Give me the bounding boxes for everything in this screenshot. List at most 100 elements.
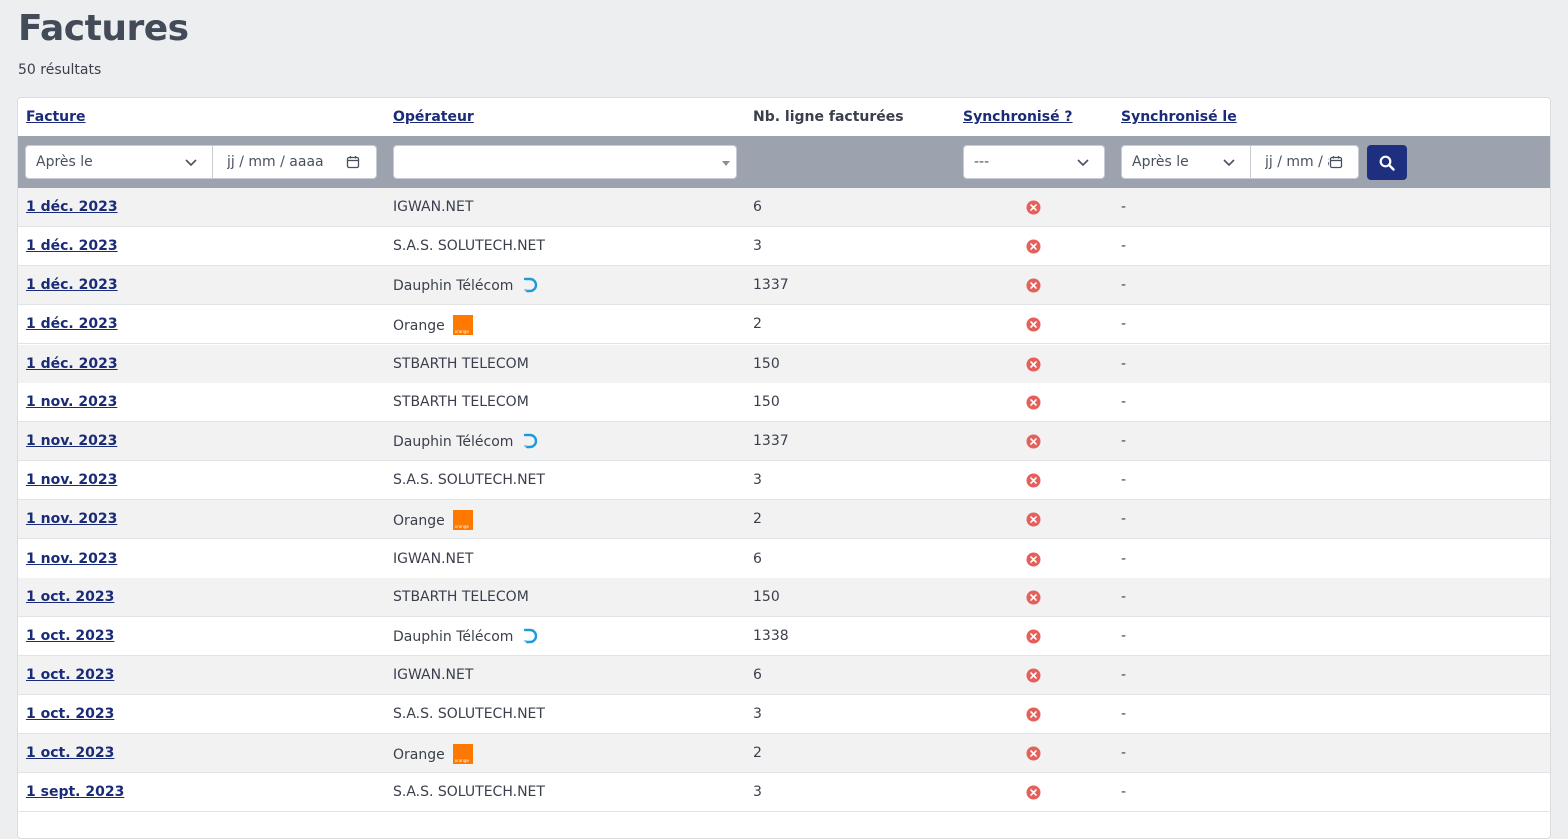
nb-lignes-cell: 3 [753, 706, 762, 722]
search-button[interactable] [1367, 145, 1407, 180]
table-row: 1 oct. 2023 Dauphin Télécom 1338 - [18, 617, 1550, 656]
chevron-down-icon [185, 159, 197, 167]
invoices-table: Facture Opérateur Nb. ligne facturées Sy… [17, 97, 1551, 839]
table-row: 1 déc. 2023 IGWAN.NET 6 - [18, 188, 1550, 227]
table-row: 1 nov. 2023 IGWAN.NET 6 - [18, 540, 1550, 579]
synchronise-le-cell: - [1121, 511, 1127, 527]
invoice-date-link[interactable]: 1 oct. 2023 [26, 706, 115, 722]
not-synced-icon [1026, 395, 1041, 410]
operateur-name: Orange [393, 318, 445, 334]
nb-lignes-cell: 6 [753, 667, 762, 683]
synchronise-le-cell: - [1121, 277, 1127, 293]
nb-lignes-cell: 1337 [753, 277, 789, 293]
operateur-name: IGWAN.NET [393, 551, 474, 567]
not-synced-icon [1026, 239, 1041, 254]
caret-down-icon [722, 161, 730, 166]
nb-lignes-cell: 2 [753, 745, 762, 761]
operateur-name: S.A.S. SOLUTECH.NET [393, 472, 545, 488]
nb-lignes-cell: 2 [753, 316, 762, 332]
invoices-page: Factures 50 résultats Facture Opérateur … [17, 8, 1551, 839]
invoice-date-link[interactable]: 1 oct. 2023 [26, 667, 115, 683]
not-synced-icon [1026, 746, 1041, 761]
operateur-cell: S.A.S. SOLUTECH.NET [393, 784, 545, 800]
not-synced-icon [1026, 434, 1041, 449]
nb-lignes-header: Nb. ligne facturées [753, 109, 904, 125]
operateur-name: Dauphin Télécom [393, 629, 514, 645]
sort-facture-header[interactable]: Facture [26, 109, 86, 125]
nb-lignes-cell: 150 [753, 394, 780, 410]
nb-lignes-cell: 150 [753, 356, 780, 372]
not-synced-icon [1026, 473, 1041, 488]
synchronise-le-date-input[interactable]: jj / mm / aaaa [1250, 145, 1359, 179]
table-row: 1 nov. 2023 S.A.S. SOLUTECH.NET 3 - [18, 461, 1550, 500]
invoice-date-link[interactable]: 1 nov. 2023 [26, 394, 118, 410]
nb-lignes-cell: 1337 [753, 433, 789, 449]
invoice-date-link[interactable]: 1 déc. 2023 [26, 277, 118, 293]
sort-operateur-header[interactable]: Opérateur [393, 109, 474, 125]
synchronise-le-mode-select[interactable]: Après le [1121, 145, 1251, 179]
search-icon [1379, 155, 1395, 171]
table-row: 1 oct. 2023 IGWAN.NET 6 - [18, 656, 1550, 695]
synchronise-le-cell: - [1121, 551, 1127, 567]
invoice-date-link[interactable]: 1 oct. 2023 [26, 589, 115, 605]
invoice-date-link[interactable]: 1 oct. 2023 [26, 628, 115, 644]
filter-bar: Après le jj / mm / aaaa --- Après le jj … [18, 136, 1550, 188]
nb-lignes-cell: 6 [753, 199, 762, 215]
invoice-date-link[interactable]: 1 déc. 2023 [26, 199, 118, 215]
not-synced-icon [1026, 512, 1041, 527]
operateur-cell: Orange orange [393, 510, 473, 531]
sort-synchronise-header[interactable]: Synchronisé ? [963, 109, 1073, 125]
invoice-date-link[interactable]: 1 déc. 2023 [26, 238, 118, 254]
not-synced-icon [1026, 357, 1041, 372]
operateur-name: S.A.S. SOLUTECH.NET [393, 238, 545, 254]
nb-lignes-cell: 3 [753, 472, 762, 488]
nb-lignes-cell: 3 [753, 238, 762, 254]
chevron-down-icon [1077, 159, 1089, 167]
operateur-name: STBARTH TELECOM [393, 394, 529, 410]
orange-logo-icon: orange [452, 315, 473, 335]
synchronise-le-cell: - [1121, 784, 1127, 800]
operateur-name: Orange [393, 513, 445, 529]
orange-logo-icon: orange [452, 744, 473, 764]
table-row: 1 sept. 2023 S.A.S. SOLUTECH.NET 3 - [18, 773, 1550, 812]
not-synced-icon [1026, 200, 1041, 215]
synchronise-le-cell: - [1121, 472, 1127, 488]
sort-synchronise-le-header[interactable]: Synchronisé le [1121, 109, 1237, 125]
facture-date-input[interactable]: jj / mm / aaaa [212, 145, 377, 179]
operateur-cell: Dauphin Télécom [393, 628, 539, 646]
not-synced-icon [1026, 317, 1041, 332]
invoice-date-link[interactable]: 1 oct. 2023 [26, 745, 115, 761]
orange-logo-icon: orange [452, 510, 473, 530]
operateur-cell: STBARTH TELECOM [393, 589, 529, 605]
table-row: 1 déc. 2023 Dauphin Télécom 1337 - [18, 266, 1550, 305]
synchronise-le-cell: - [1121, 667, 1127, 683]
facture-mode-select[interactable]: Après le [25, 145, 213, 179]
table-header: Facture Opérateur Nb. ligne facturées Sy… [18, 98, 1550, 136]
dauphin-logo-icon [524, 628, 538, 644]
invoice-date-link[interactable]: 1 nov. 2023 [26, 433, 118, 449]
invoice-date-link[interactable]: 1 déc. 2023 [26, 356, 118, 372]
operateur-name: Orange [393, 747, 445, 763]
operateur-cell: S.A.S. SOLUTECH.NET [393, 706, 545, 722]
synchronise-le-cell: - [1121, 394, 1127, 410]
invoice-date-link[interactable]: 1 nov. 2023 [26, 511, 118, 527]
operateur-name: IGWAN.NET [393, 667, 474, 683]
invoice-date-link[interactable]: 1 sept. 2023 [26, 784, 125, 800]
operateur-select[interactable] [393, 145, 737, 179]
invoice-date-link[interactable]: 1 nov. 2023 [26, 551, 118, 567]
table-row: 1 oct. 2023 Orange orange 2 - [18, 734, 1550, 773]
operateur-cell: Orange orange [393, 315, 473, 336]
invoice-date-link[interactable]: 1 nov. 2023 [26, 472, 118, 488]
synchronise-le-cell: - [1121, 356, 1127, 372]
not-synced-icon [1026, 668, 1041, 683]
synchronise-select[interactable]: --- [963, 145, 1105, 179]
nb-lignes-cell: 6 [753, 551, 762, 567]
calendar-icon[interactable] [346, 155, 360, 169]
synchronise-le-cell: - [1121, 199, 1127, 215]
operateur-name: S.A.S. SOLUTECH.NET [393, 706, 545, 722]
table-row: 1 oct. 2023 STBARTH TELECOM 150 - [18, 578, 1550, 617]
table-row: 1 déc. 2023 Orange orange 2 - [18, 305, 1550, 344]
calendar-icon[interactable] [1329, 155, 1343, 169]
operateur-name: Dauphin Télécom [393, 434, 514, 450]
invoice-date-link[interactable]: 1 déc. 2023 [26, 316, 118, 332]
